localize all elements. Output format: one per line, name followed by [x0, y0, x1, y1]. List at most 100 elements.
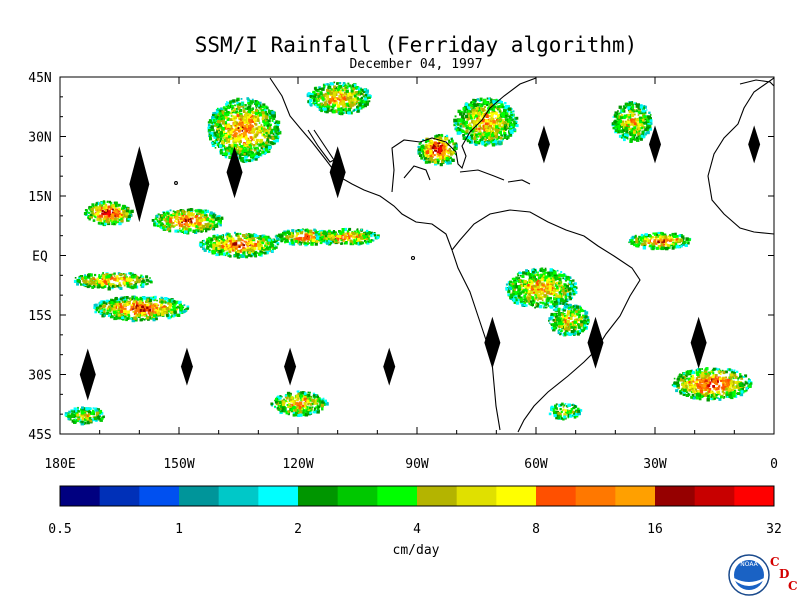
rain-pixel — [506, 109, 510, 113]
rain-pixel — [244, 104, 247, 107]
rain-pixel — [462, 107, 466, 110]
rain-pixel — [162, 223, 165, 226]
rain-pixel — [131, 295, 134, 299]
rain-pixel — [172, 314, 176, 318]
rain-pixel — [217, 241, 221, 245]
rain-pixel — [221, 244, 224, 248]
rain-pixel — [622, 109, 626, 113]
rain-pixel — [164, 310, 169, 314]
rain-pixel — [337, 107, 341, 111]
rain-pixel — [111, 273, 114, 276]
rain-pixel — [216, 249, 219, 252]
rain-pixel — [304, 229, 307, 232]
rain-pixel — [457, 128, 461, 132]
rain-pixel — [87, 216, 90, 219]
rain-pixel — [114, 310, 118, 314]
rain-pixel — [246, 247, 250, 251]
rain-pixel — [139, 305, 143, 310]
rain-pixel — [484, 109, 487, 112]
rain-pixel — [279, 235, 282, 238]
rain-pixel — [218, 235, 223, 239]
rain-pixel — [340, 107, 343, 110]
rain-pixel — [331, 88, 333, 91]
rain-pixel — [472, 116, 475, 119]
rain-pixel — [245, 255, 249, 259]
rain-pixel — [346, 230, 349, 233]
rain-pixel — [272, 116, 276, 120]
rain-pixel — [312, 231, 315, 234]
rain-pixel — [240, 119, 242, 122]
rain-pixel — [190, 220, 193, 223]
rain-pixel — [199, 213, 202, 215]
rain-pixel — [251, 107, 255, 110]
rain-pixel — [227, 140, 231, 144]
rain-pixel — [264, 145, 269, 150]
rain-pixel — [96, 212, 100, 216]
rain-pixel — [106, 307, 109, 311]
rain-pixel — [442, 143, 446, 147]
rain-pixel — [357, 102, 360, 104]
rain-pixel — [500, 111, 502, 113]
rain-pixel — [225, 142, 228, 144]
rain-pixel — [101, 303, 103, 306]
rain-pixel — [264, 119, 268, 123]
rain-pixel — [233, 242, 238, 246]
rain-pixel — [159, 314, 162, 317]
rain-pixel — [92, 285, 96, 288]
rain-pixel — [282, 237, 285, 240]
rain-pixel — [462, 133, 466, 137]
rain-pixel — [425, 157, 427, 159]
rain-pixel — [445, 156, 449, 160]
rain-pixel — [482, 124, 486, 128]
rain-pixel — [341, 232, 345, 235]
rain-pixel — [629, 101, 632, 104]
rain-pixel — [266, 124, 270, 127]
rain-pixel — [134, 281, 138, 284]
rain-pixel — [106, 212, 109, 215]
rain-pixel — [176, 229, 179, 233]
rain-pixel — [254, 100, 257, 103]
rain-pixel — [99, 301, 103, 305]
rain-pixel — [91, 276, 95, 280]
rain-pixel — [216, 222, 219, 225]
rain-pixel — [159, 224, 164, 228]
rain-pixel — [360, 229, 363, 231]
rain-pixel — [343, 240, 346, 243]
rain-pixel — [360, 88, 364, 92]
rain-pixel — [363, 88, 367, 92]
rain-pixel — [117, 203, 121, 207]
rain-pixel — [332, 230, 336, 234]
rain-pixel — [247, 242, 249, 245]
rain-pixel — [492, 105, 495, 108]
rain-pixel — [347, 104, 350, 107]
rain-pixel — [172, 300, 175, 303]
rain-pixel — [493, 139, 497, 143]
rain-pixel — [306, 242, 309, 245]
rain-pixel — [224, 124, 227, 127]
rain-pixel — [274, 135, 278, 139]
rain-pixel — [257, 104, 260, 107]
rain-pixel — [158, 218, 161, 221]
rain-pixel — [363, 89, 367, 93]
rain-pixel — [280, 234, 284, 238]
rain-pixel — [204, 223, 208, 227]
rain-pixel — [127, 279, 131, 283]
rain-pixel — [445, 134, 449, 138]
rain-pixel — [262, 133, 266, 136]
rain-pixel — [94, 273, 97, 277]
rain-pixel — [511, 113, 514, 117]
rain-pixel — [505, 120, 507, 123]
rain-pixel — [488, 138, 491, 141]
rain-pixel — [339, 109, 343, 113]
rain-pixel — [468, 103, 472, 107]
rain-pixel — [635, 124, 638, 127]
rain-pixel — [444, 160, 448, 164]
rain-pixel — [298, 237, 302, 241]
rain-pixel — [271, 250, 274, 253]
rain-pixel — [216, 108, 219, 111]
rain-pixel — [355, 91, 358, 94]
rain-pixel — [105, 278, 108, 281]
rain-pixel — [95, 278, 98, 281]
rain-pixel — [243, 152, 246, 156]
rain-pixel — [633, 113, 636, 116]
